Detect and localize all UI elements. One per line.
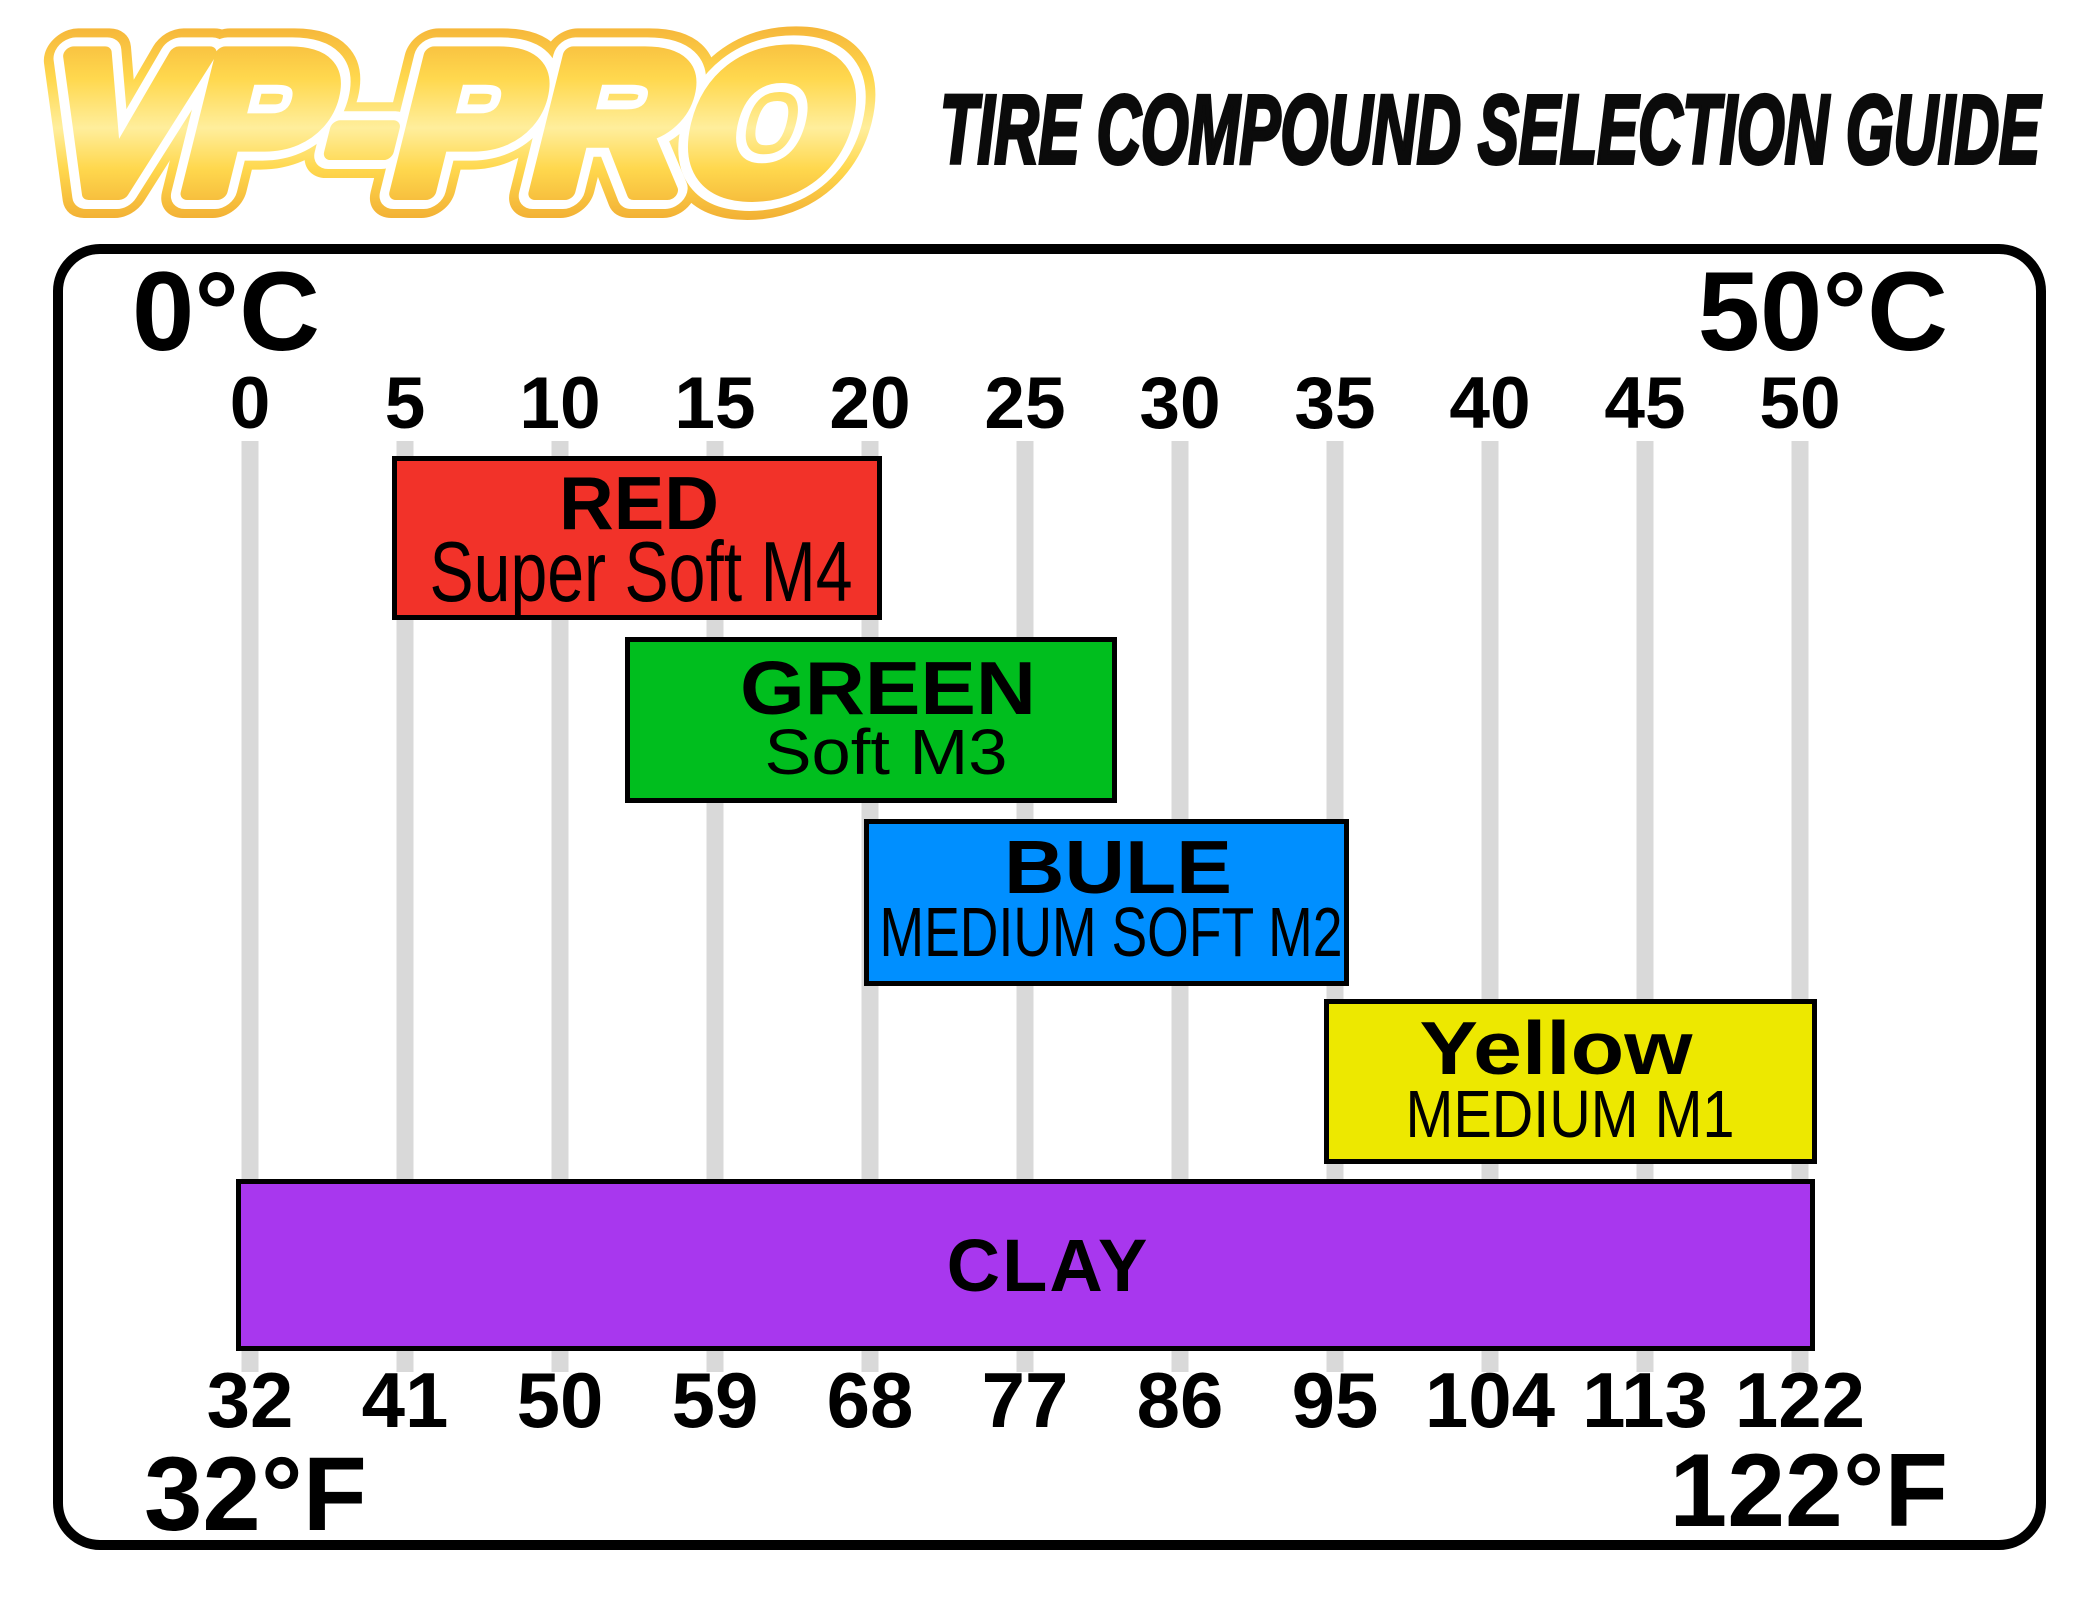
svg-text:10: 10 xyxy=(519,363,600,444)
svg-text:15: 15 xyxy=(674,363,755,444)
svg-text:25: 25 xyxy=(984,363,1065,444)
svg-text:50: 50 xyxy=(1759,363,1840,444)
svg-text:MEDIUM SOFT M2: MEDIUM SOFT M2 xyxy=(880,893,1343,971)
svg-text:32°F: 32°F xyxy=(144,1436,367,1553)
svg-text:VP-PRO: VP-PRO xyxy=(25,12,881,236)
svg-text:VP-PRO: VP-PRO xyxy=(25,12,881,236)
svg-text:0°C: 0°C xyxy=(132,249,320,374)
svg-text:35: 35 xyxy=(1294,363,1375,444)
svg-text:Soft M3: Soft M3 xyxy=(765,716,1008,788)
svg-text:20: 20 xyxy=(829,363,910,444)
svg-text:122: 122 xyxy=(1735,1356,1865,1444)
svg-text:MEDIUM M1: MEDIUM M1 xyxy=(1406,1077,1735,1152)
svg-text:104: 104 xyxy=(1425,1356,1555,1444)
svg-text:Super Soft M4: Super Soft M4 xyxy=(430,525,853,620)
svg-text:77: 77 xyxy=(982,1356,1069,1444)
svg-text:113: 113 xyxy=(1582,1356,1708,1444)
svg-text:86: 86 xyxy=(1137,1356,1224,1444)
svg-text:68: 68 xyxy=(827,1356,914,1444)
svg-text:RED: RED xyxy=(559,461,719,545)
svg-text:32: 32 xyxy=(207,1356,294,1444)
svg-text:41: 41 xyxy=(362,1356,449,1444)
svg-text:95: 95 xyxy=(1292,1356,1379,1444)
svg-text:CLAY: CLAY xyxy=(947,1224,1150,1307)
svg-text:VP-PRO: VP-PRO xyxy=(25,12,881,236)
svg-text:50: 50 xyxy=(517,1356,604,1444)
svg-text:0: 0 xyxy=(230,363,271,444)
svg-text:45: 45 xyxy=(1604,363,1685,444)
svg-text:5: 5 xyxy=(385,363,426,444)
svg-text:BULE: BULE xyxy=(1004,825,1232,909)
svg-text:50°C: 50°C xyxy=(1698,249,1948,374)
svg-text:TIRE COMPOUND SELECTION GUIDE: TIRE COMPOUND SELECTION GUIDE xyxy=(940,75,2042,184)
svg-text:122°F: 122°F xyxy=(1669,1433,1948,1549)
svg-text:40: 40 xyxy=(1449,363,1530,444)
svg-text:30: 30 xyxy=(1139,363,1220,444)
svg-text:GREEN: GREEN xyxy=(740,646,1036,730)
svg-text:59: 59 xyxy=(672,1356,759,1444)
svg-text:Yellow: Yellow xyxy=(1420,1006,1694,1090)
